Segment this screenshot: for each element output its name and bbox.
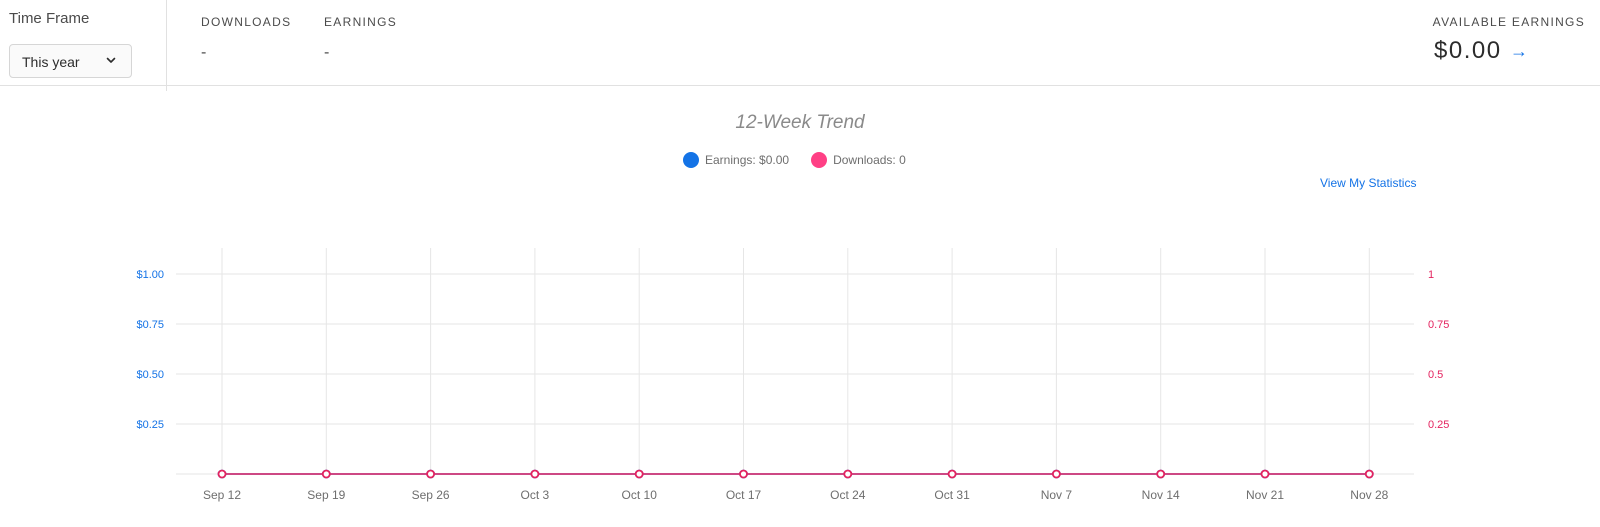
chart-legend: Earnings: $0.00 Downloads: 0 xyxy=(683,152,928,168)
data-point-downloads xyxy=(426,469,436,479)
data-point-downloads xyxy=(1364,469,1374,479)
x-tick-label: Sep 26 xyxy=(412,488,450,502)
data-point-downloads xyxy=(217,469,227,479)
x-tick-label: Sep 19 xyxy=(307,488,345,502)
data-point-downloads xyxy=(843,469,853,479)
trend-chart: $1.00 $0.75 $0.50 $0.25 1 0.75 0.5 0.25 Sep 12 Se… xyxy=(136,248,1449,502)
time-frame-selected-value: This year xyxy=(22,54,80,70)
chart-title: 12-Week Trend xyxy=(735,112,865,133)
earnings-value: - xyxy=(324,44,330,61)
y-left-tick-label: $1.00 xyxy=(136,269,164,281)
available-earnings-label: AVAILABLE EARNINGS xyxy=(1432,15,1585,29)
legend-item-downloads: Downloads: 0 xyxy=(811,152,906,168)
y-right-tick-label: 0.25 xyxy=(1428,419,1449,431)
y-right-tick-label: 0.75 xyxy=(1428,319,1449,331)
x-tick-label: Oct 17 xyxy=(726,488,762,502)
x-tick-label: Nov 14 xyxy=(1142,488,1180,502)
arrow-right-icon[interactable]: → xyxy=(1510,41,1528,61)
y-right-tick-label: 0.5 xyxy=(1428,369,1443,381)
y-left-tick-label: $0.25 xyxy=(136,419,164,431)
earnings-dot-icon xyxy=(683,152,699,168)
downloads-label: DOWNLOADS xyxy=(201,15,292,29)
y-right-tick-label: 1 xyxy=(1428,269,1434,281)
x-tick-label: Oct 10 xyxy=(622,488,658,502)
y-left-tick-label: $0.50 xyxy=(136,369,164,381)
chart-series xyxy=(217,469,1374,479)
view-my-statistics-link[interactable]: View My Statistics xyxy=(1320,176,1417,190)
x-tick-label: Oct 31 xyxy=(934,488,970,502)
legend-earnings-label: Earnings: $0.00 xyxy=(705,153,790,167)
x-tick-label: Nov 7 xyxy=(1041,488,1073,502)
earnings-label: EARNINGS xyxy=(324,15,398,29)
x-tick-label: Nov 28 xyxy=(1350,488,1388,502)
data-point-downloads xyxy=(530,469,540,479)
chart-ticks: $1.00 $0.75 $0.50 $0.25 1 0.75 0.5 0.25 Sep 12 Se… xyxy=(136,269,1449,502)
stats-header: Time Frame This year DOWNLOADS - EARNING… xyxy=(0,0,1600,91)
data-point-downloads xyxy=(1052,469,1061,479)
downloads-value: - xyxy=(201,44,207,61)
time-frame-label: Time Frame xyxy=(9,10,90,27)
data-point-downloads xyxy=(947,469,957,479)
chart-grid xyxy=(176,248,1414,475)
time-frame-panel: Time Frame This year xyxy=(0,0,167,91)
data-point-downloads xyxy=(1260,469,1270,479)
y-left-tick-label: $0.75 xyxy=(136,319,164,331)
data-point-downloads xyxy=(739,469,748,479)
legend-downloads-label: Downloads: 0 xyxy=(833,153,906,167)
x-tick-label: Oct 24 xyxy=(830,488,866,502)
legend-item-earnings: Earnings: $0.00 xyxy=(683,152,789,168)
data-point-downloads xyxy=(1156,469,1166,479)
chevron-down-icon xyxy=(106,57,116,63)
time-frame-select[interactable]: This year xyxy=(9,44,132,78)
x-tick-label: Nov 21 xyxy=(1246,488,1284,502)
data-point-downloads xyxy=(321,469,331,479)
available-earnings-value: $0.00 xyxy=(1434,37,1502,64)
x-tick-label: Oct 3 xyxy=(521,488,550,502)
downloads-dot-icon xyxy=(811,152,828,168)
x-tick-label: Sep 12 xyxy=(203,488,241,502)
data-point-downloads xyxy=(634,469,644,479)
